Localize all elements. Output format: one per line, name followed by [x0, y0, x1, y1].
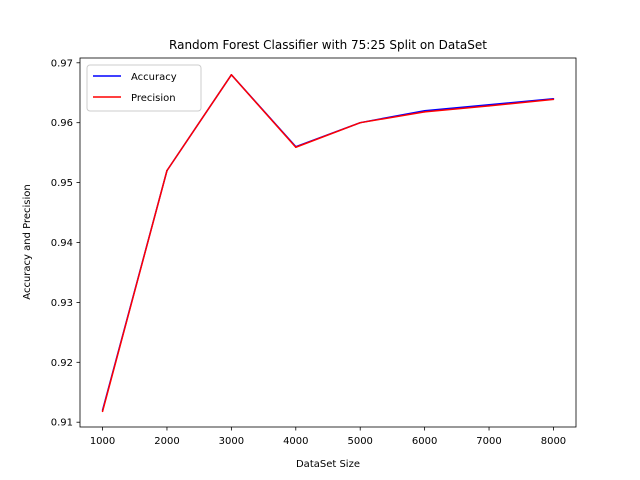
- precision-point: [423, 111, 426, 113]
- precision-point: [230, 74, 233, 76]
- precision-point: [101, 410, 104, 413]
- precision-point: [359, 121, 361, 124]
- legend-label-accuracy: Accuracy: [131, 72, 177, 83]
- x-tick-label: 5000: [347, 436, 372, 447]
- y-tick-label: 0.92: [51, 358, 73, 369]
- x-tick-label: 2000: [154, 436, 179, 447]
- y-tick-label: 0.93: [51, 298, 73, 309]
- precision-point: [166, 169, 168, 172]
- y-axis-title: Accuracy and Precision: [22, 184, 33, 299]
- x-tick-label: 7000: [476, 436, 501, 447]
- x-tick-label: 6000: [412, 436, 437, 447]
- accuracy-point: [488, 103, 490, 106]
- y-tick-label: 0.96: [51, 118, 73, 129]
- precision-point: [488, 105, 490, 107]
- y-tick-label: 0.97: [51, 58, 73, 69]
- plot-area: 1000 2000 3000 4000 5000 6000 7000 8000 0.91 0.92…: [51, 57, 577, 447]
- x-tick-label: 3000: [219, 436, 244, 447]
- x-tick-label: 1000: [90, 436, 115, 447]
- x-tick-label: 8000: [541, 436, 566, 447]
- precision-point: [552, 98, 555, 101]
- precision-line: [101, 74, 554, 412]
- plot-frame: [79, 57, 577, 428]
- x-axis-title: DataSet Size: [296, 459, 360, 470]
- y-tick-label: 0.94: [51, 238, 73, 249]
- y-tick-label: 0.91: [51, 418, 73, 429]
- precision-point: [295, 146, 297, 149]
- legend-label-precision: Precision: [131, 93, 176, 104]
- chart-title: Random Forest Classifier with 75:25 Spli…: [169, 38, 487, 52]
- accuracy-point: [423, 109, 426, 112]
- y-tick-label: 0.95: [51, 178, 73, 189]
- x-tick-label: 4000: [283, 436, 308, 447]
- legend: Accuracy Precision: [86, 64, 202, 112]
